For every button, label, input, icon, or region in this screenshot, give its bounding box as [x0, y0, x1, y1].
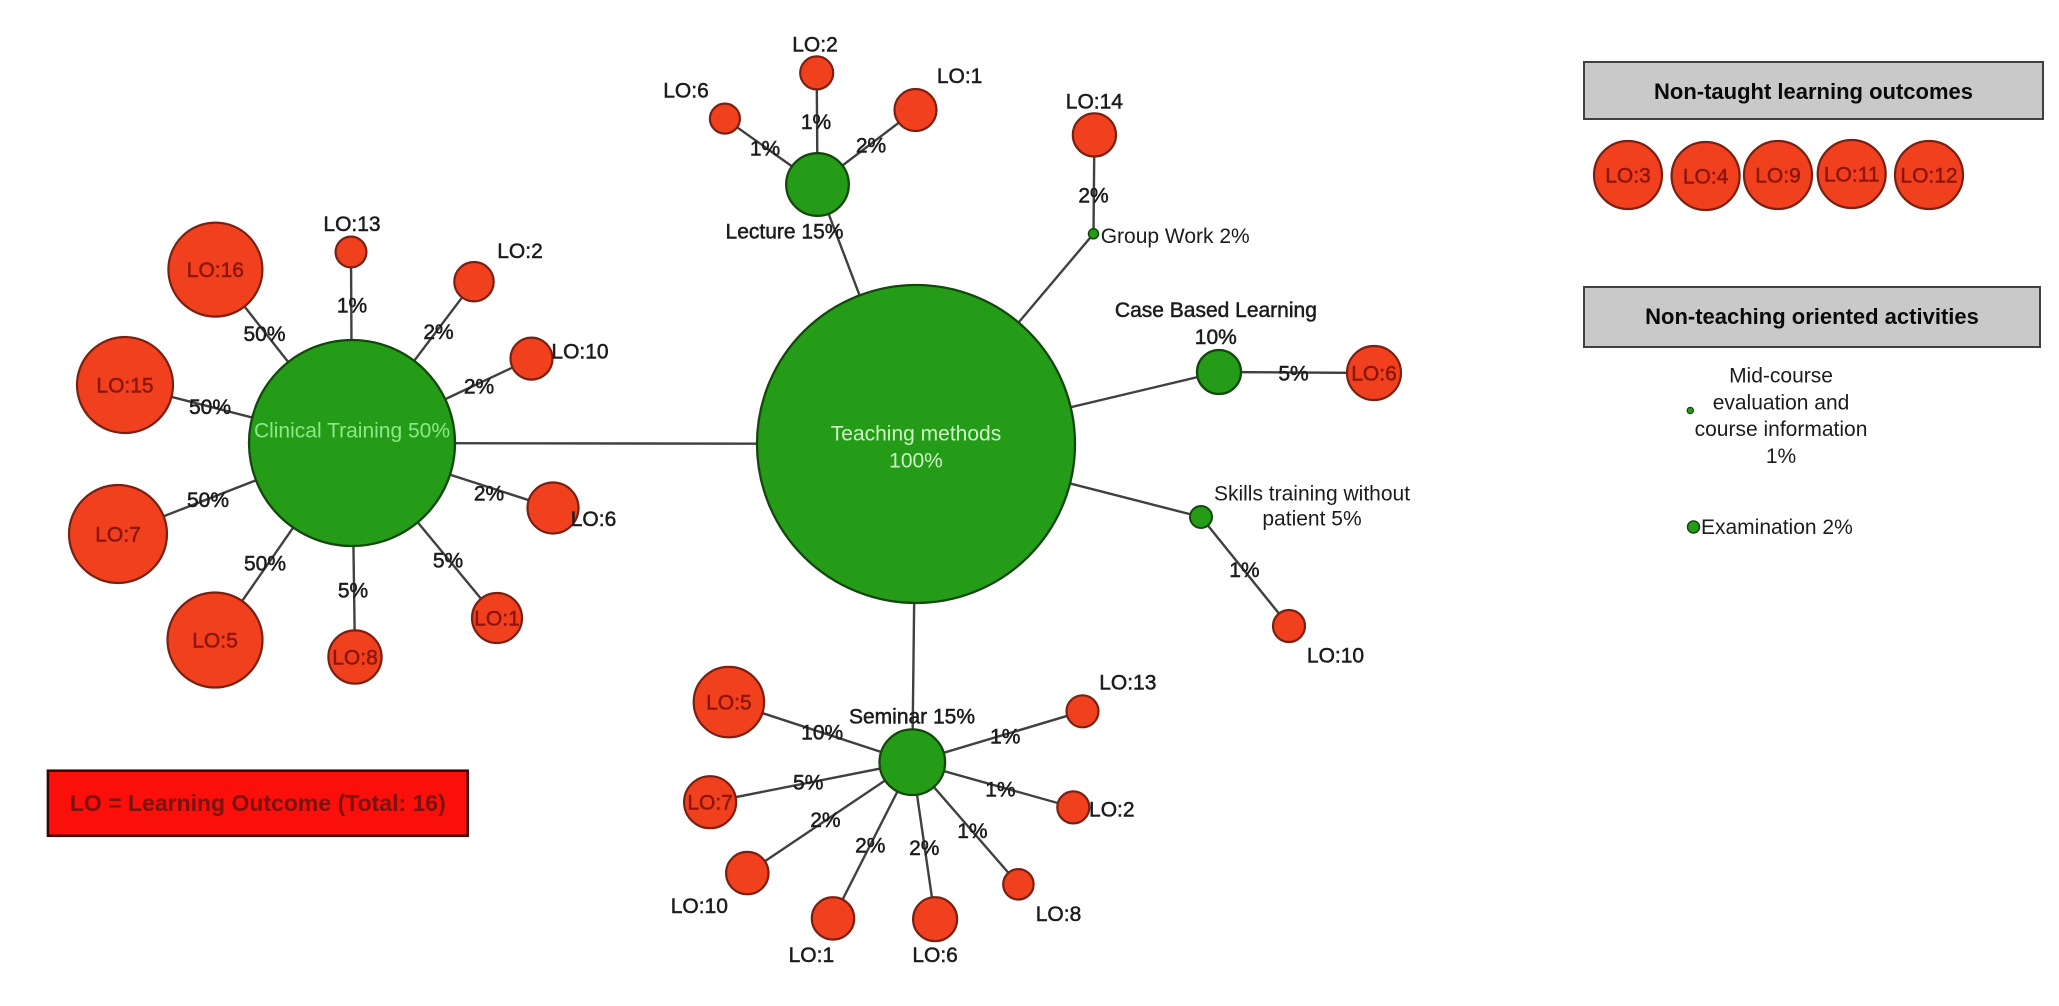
- svg-text:LO:5: LO:5: [706, 692, 752, 715]
- svg-text:LO:2: LO:2: [497, 240, 543, 263]
- svg-text:Skills training without: Skills training without: [1214, 482, 1410, 505]
- svg-text:10%: 10%: [801, 722, 843, 745]
- svg-text:LO:13: LO:13: [1099, 672, 1156, 695]
- svg-text:5%: 5%: [433, 550, 463, 573]
- svg-text:Teaching methods: Teaching methods: [831, 422, 1001, 445]
- svg-text:1%: 1%: [1766, 445, 1796, 468]
- svg-text:1%: 1%: [750, 138, 780, 161]
- svg-text:Group Work 2%: Group Work 2%: [1101, 225, 1250, 248]
- svg-text:LO:7: LO:7: [95, 524, 141, 547]
- svg-text:50%: 50%: [244, 553, 286, 576]
- svg-text:1%: 1%: [1229, 559, 1259, 582]
- svg-text:10%: 10%: [1195, 326, 1237, 349]
- svg-text:LO:11: LO:11: [1824, 164, 1880, 187]
- svg-text:LO:7: LO:7: [687, 792, 733, 815]
- svg-text:2%: 2%: [810, 809, 840, 832]
- svg-text:LO:8: LO:8: [1036, 903, 1082, 926]
- svg-text:LO:1: LO:1: [789, 944, 835, 967]
- svg-text:LO:5: LO:5: [192, 630, 238, 653]
- svg-text:5%: 5%: [793, 772, 823, 795]
- svg-text:LO:15: LO:15: [96, 375, 153, 398]
- svg-text:50%: 50%: [187, 489, 229, 512]
- svg-text:Clinical Training 50%: Clinical Training 50%: [254, 420, 450, 443]
- svg-text:LO:10: LO:10: [1307, 644, 1364, 667]
- svg-text:1%: 1%: [985, 779, 1015, 802]
- svg-text:LO:12: LO:12: [1900, 165, 1957, 188]
- svg-text:LO:1: LO:1: [474, 608, 520, 631]
- svg-text:Lecture 15%: Lecture 15%: [726, 221, 844, 244]
- svg-text:2%: 2%: [464, 376, 494, 399]
- svg-text:LO:6: LO:6: [663, 80, 709, 103]
- svg-text:2%: 2%: [474, 483, 504, 506]
- svg-text:2%: 2%: [856, 135, 886, 158]
- svg-text:LO:10: LO:10: [551, 341, 608, 364]
- svg-text:LO:8: LO:8: [332, 647, 378, 670]
- svg-text:LO:13: LO:13: [323, 213, 380, 236]
- svg-text:50%: 50%: [189, 396, 231, 419]
- svg-text:1%: 1%: [990, 726, 1020, 749]
- svg-text:LO:3: LO:3: [1605, 165, 1651, 188]
- svg-text:Seminar 15%: Seminar 15%: [849, 706, 975, 729]
- svg-text:LO:6: LO:6: [571, 508, 617, 531]
- svg-text:LO:6: LO:6: [912, 944, 958, 967]
- svg-text:Examination 2%: Examination 2%: [1701, 516, 1853, 539]
- svg-text:LO:14: LO:14: [1066, 91, 1124, 114]
- svg-text:LO:1: LO:1: [937, 65, 983, 88]
- svg-text:patient 5%: patient 5%: [1262, 508, 1361, 531]
- svg-text:LO:2: LO:2: [792, 34, 838, 57]
- svg-text:evaluation and: evaluation and: [1713, 391, 1850, 414]
- svg-text:course information: course information: [1695, 418, 1868, 441]
- svg-text:LO:2: LO:2: [1089, 799, 1135, 822]
- svg-text:LO = Learning Outcome (Total:: LO = Learning Outcome (Total: 16): [70, 790, 446, 816]
- svg-text:100%: 100%: [889, 450, 943, 473]
- svg-text:5%: 5%: [1278, 363, 1308, 386]
- svg-text:Non-taught learning outcomes: Non-taught learning outcomes: [1654, 79, 1973, 104]
- svg-text:2%: 2%: [423, 321, 453, 344]
- svg-text:Non-teaching oriented activiti: Non-teaching oriented activities: [1645, 304, 1979, 329]
- svg-text:2%: 2%: [909, 837, 939, 860]
- svg-text:1%: 1%: [801, 111, 831, 134]
- svg-text:LO:9: LO:9: [1755, 165, 1801, 188]
- svg-text:LO:16: LO:16: [187, 259, 244, 282]
- svg-text:2%: 2%: [1078, 185, 1108, 208]
- svg-text:50%: 50%: [243, 323, 285, 346]
- svg-text:2%: 2%: [855, 835, 885, 858]
- svg-text:5%: 5%: [338, 580, 368, 603]
- svg-text:LO:6: LO:6: [1351, 363, 1397, 386]
- svg-text:Mid-course: Mid-course: [1729, 365, 1833, 388]
- svg-text:LO:4: LO:4: [1683, 166, 1729, 189]
- svg-text:1%: 1%: [337, 295, 367, 318]
- svg-text:Case Based Learning: Case Based Learning: [1115, 299, 1317, 322]
- svg-text:LO:10: LO:10: [671, 895, 728, 918]
- svg-text:1%: 1%: [957, 820, 987, 843]
